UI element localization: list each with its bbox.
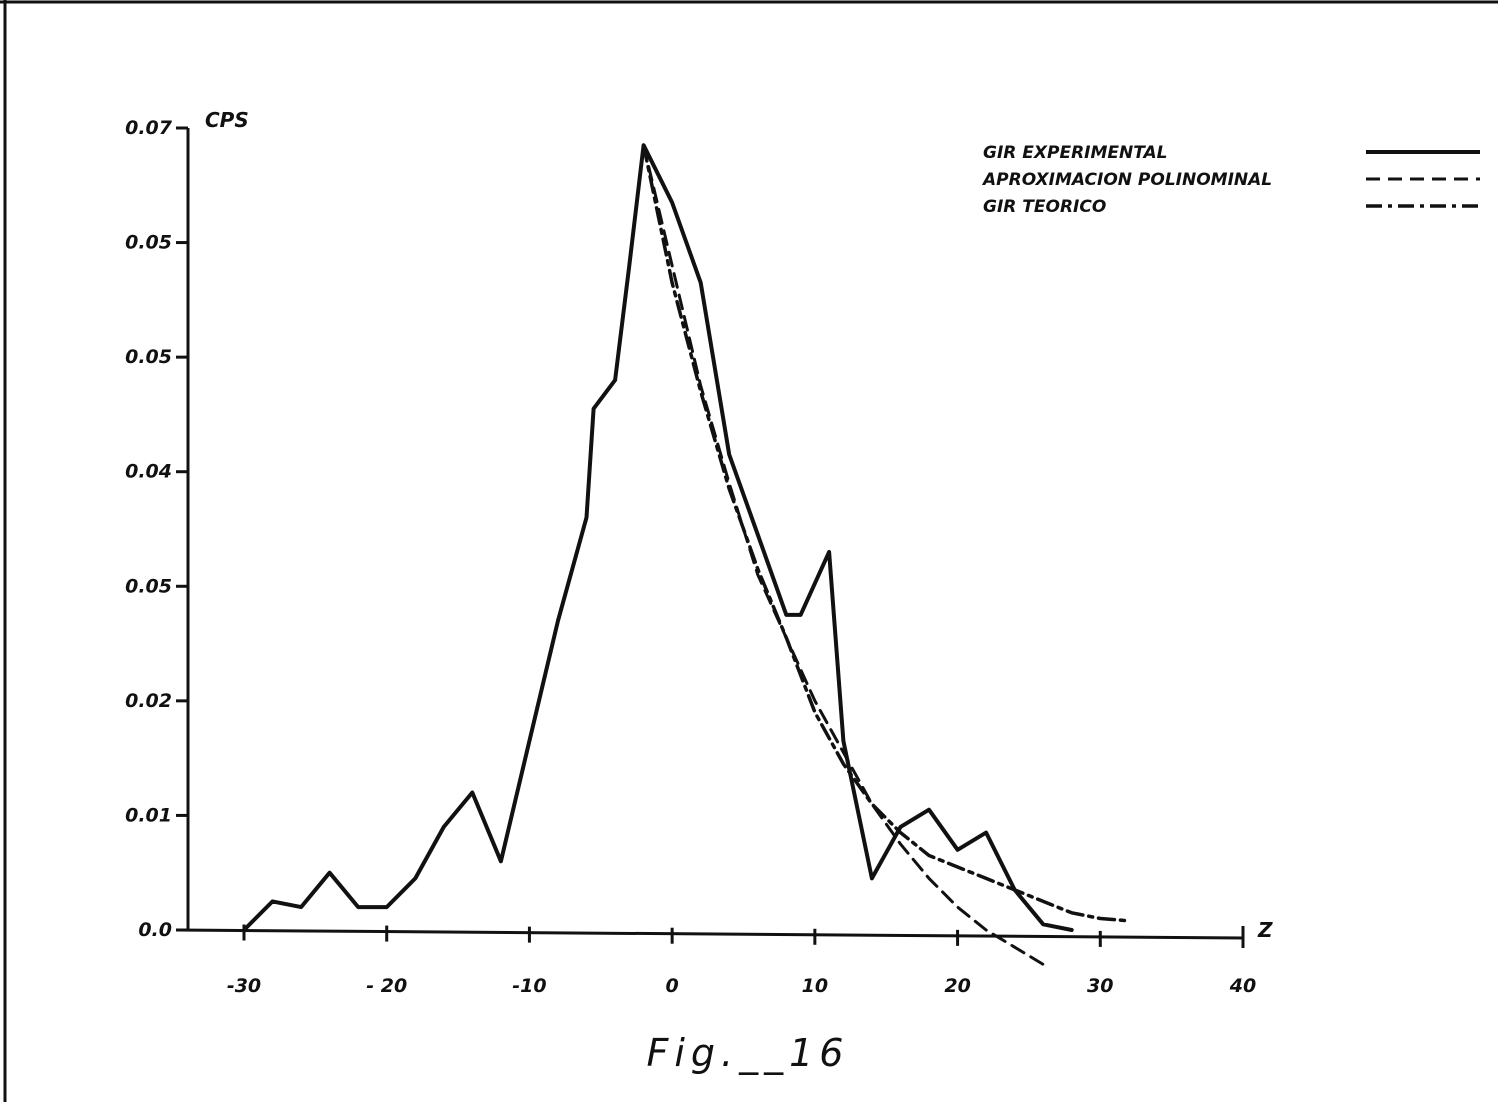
- y-axis-label: CPS: [205, 108, 249, 132]
- x-axis-line: [177, 928, 1244, 940]
- axes: [177, 128, 1245, 940]
- x-tick-label: -30: [227, 975, 261, 997]
- y-tick-label: 0.07: [125, 117, 173, 139]
- y-tick-label: 0.05: [125, 346, 172, 368]
- legend: GIR EXPERIMENTAL APROXIMACION POLINOMINAL…: [981, 143, 1480, 217]
- legend-label: GIR EXPERIMENTAL: [983, 143, 1168, 163]
- legend-label: GIR TEORICO: [983, 197, 1106, 217]
- series-line-dashdot: [641, 143, 1131, 923]
- y-tick-label: 0.02: [125, 690, 172, 712]
- series-line-solid: [242, 143, 1074, 932]
- y-tick-label: 0.04: [125, 461, 172, 483]
- ticks: 0.0 0.01 0.02 0.05 0.04 0.05 0.05 0.07 -30 - 20 -1…: [125, 117, 1256, 997]
- x-tick-label: 30: [1087, 975, 1113, 997]
- legend-label: APROXIMACION POLINOMINAL: [981, 170, 1272, 190]
- x-axis-label: Z: [1257, 918, 1273, 942]
- series-line-dashed: [642, 143, 1045, 966]
- x-tick-label: 40: [1229, 975, 1256, 997]
- y-tick-label: 0.05: [125, 575, 172, 597]
- x-tick-label: 10: [802, 975, 828, 997]
- figure-caption: Fig.__16: [647, 1031, 850, 1075]
- x-tick-label: - 20: [366, 975, 407, 997]
- y-tick-label: 0.01: [125, 804, 172, 826]
- x-tick-label: 0: [666, 975, 679, 997]
- y-tick-label: 0.0: [138, 919, 172, 941]
- series-group: [242, 143, 1131, 966]
- x-tick-label: 20: [944, 975, 970, 997]
- y-tick-label: 0.05: [125, 232, 172, 254]
- x-tick-label: -10: [512, 975, 546, 997]
